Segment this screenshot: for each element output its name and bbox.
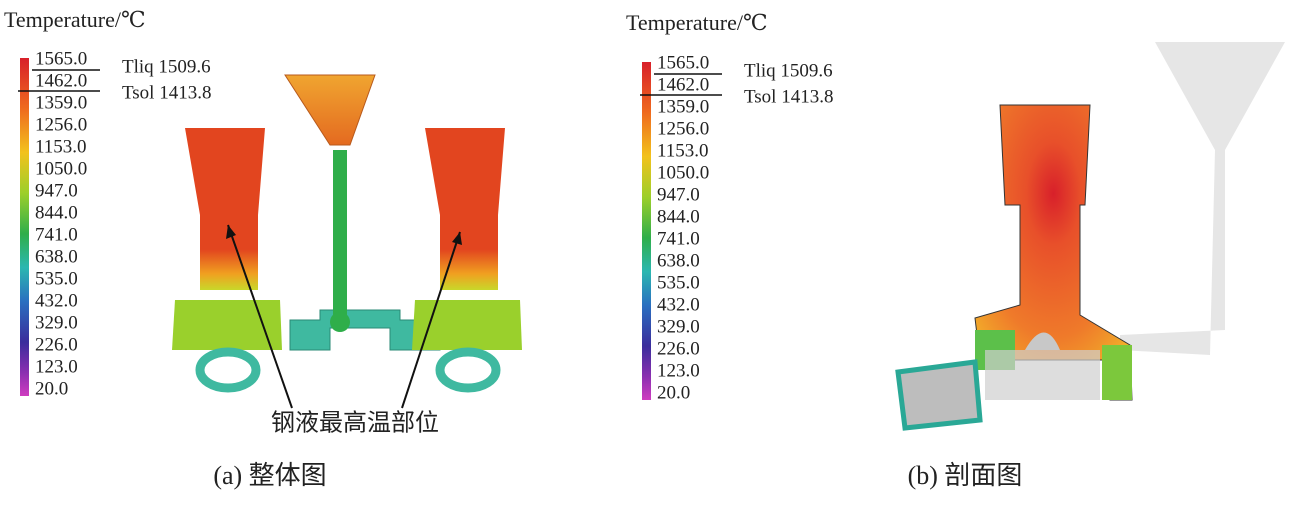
legend-tick: 432.0 bbox=[657, 294, 700, 315]
caption: (b) 剖面图 bbox=[908, 461, 1023, 490]
legend-tick: 1359.0 bbox=[35, 92, 87, 113]
legend-tick: 226.0 bbox=[657, 338, 700, 359]
legend-tick: 1256.0 bbox=[35, 114, 87, 135]
legend-tick: 1565.0 bbox=[35, 48, 87, 69]
legend-tick: 1462.0 bbox=[657, 74, 709, 95]
annotation: 钢液最高温部位 bbox=[271, 410, 439, 437]
legend-tick: 20.0 bbox=[657, 382, 690, 403]
legend-title: Temperature/℃ bbox=[626, 10, 768, 35]
legend-tick: 1050.0 bbox=[657, 162, 709, 183]
legend-tick: 844.0 bbox=[657, 206, 700, 227]
liquidus-label: Tliq 1509.6 bbox=[122, 56, 211, 77]
legend-tick: 741.0 bbox=[657, 228, 700, 249]
colorbar bbox=[642, 62, 651, 400]
legend-tick: 329.0 bbox=[657, 316, 700, 337]
solidus-label: Tsol 1413.8 bbox=[744, 86, 833, 107]
casting-b bbox=[895, 42, 1285, 431]
legend-title: Temperature/℃ bbox=[4, 7, 146, 32]
legend-tick: 535.0 bbox=[657, 272, 700, 293]
legend-tick: 1153.0 bbox=[35, 136, 87, 157]
legend-tick: 1050.0 bbox=[35, 158, 87, 179]
liquidus-label: Tliq 1509.6 bbox=[744, 60, 833, 81]
caption: (a) 整体图 bbox=[213, 461, 326, 490]
legend-tick: 1153.0 bbox=[657, 140, 709, 161]
legend-tick: 844.0 bbox=[35, 202, 78, 223]
legend-tick: 20.0 bbox=[35, 378, 68, 399]
legend-tick: 432.0 bbox=[35, 290, 78, 311]
legend-tick: 226.0 bbox=[35, 334, 78, 355]
legend-tick: 1256.0 bbox=[657, 118, 709, 139]
legend-tick: 1462.0 bbox=[35, 70, 87, 91]
solidus-label: Tsol 1413.8 bbox=[122, 82, 211, 103]
legend-tick: 947.0 bbox=[657, 184, 700, 205]
legend-tick: 638.0 bbox=[657, 250, 700, 271]
colorbar bbox=[20, 58, 29, 396]
legend-tick: 638.0 bbox=[35, 246, 78, 267]
legend-tick: 1359.0 bbox=[657, 96, 709, 117]
legend-tick: 123.0 bbox=[657, 360, 700, 381]
legend-tick: 741.0 bbox=[35, 224, 78, 245]
legend-tick: 947.0 bbox=[35, 180, 78, 201]
legend-tick: 329.0 bbox=[35, 312, 78, 333]
casting-a bbox=[172, 74, 522, 409]
legend-tick: 123.0 bbox=[35, 356, 78, 377]
legend-tick: 1565.0 bbox=[657, 52, 709, 73]
legend-tick: 535.0 bbox=[35, 268, 78, 289]
